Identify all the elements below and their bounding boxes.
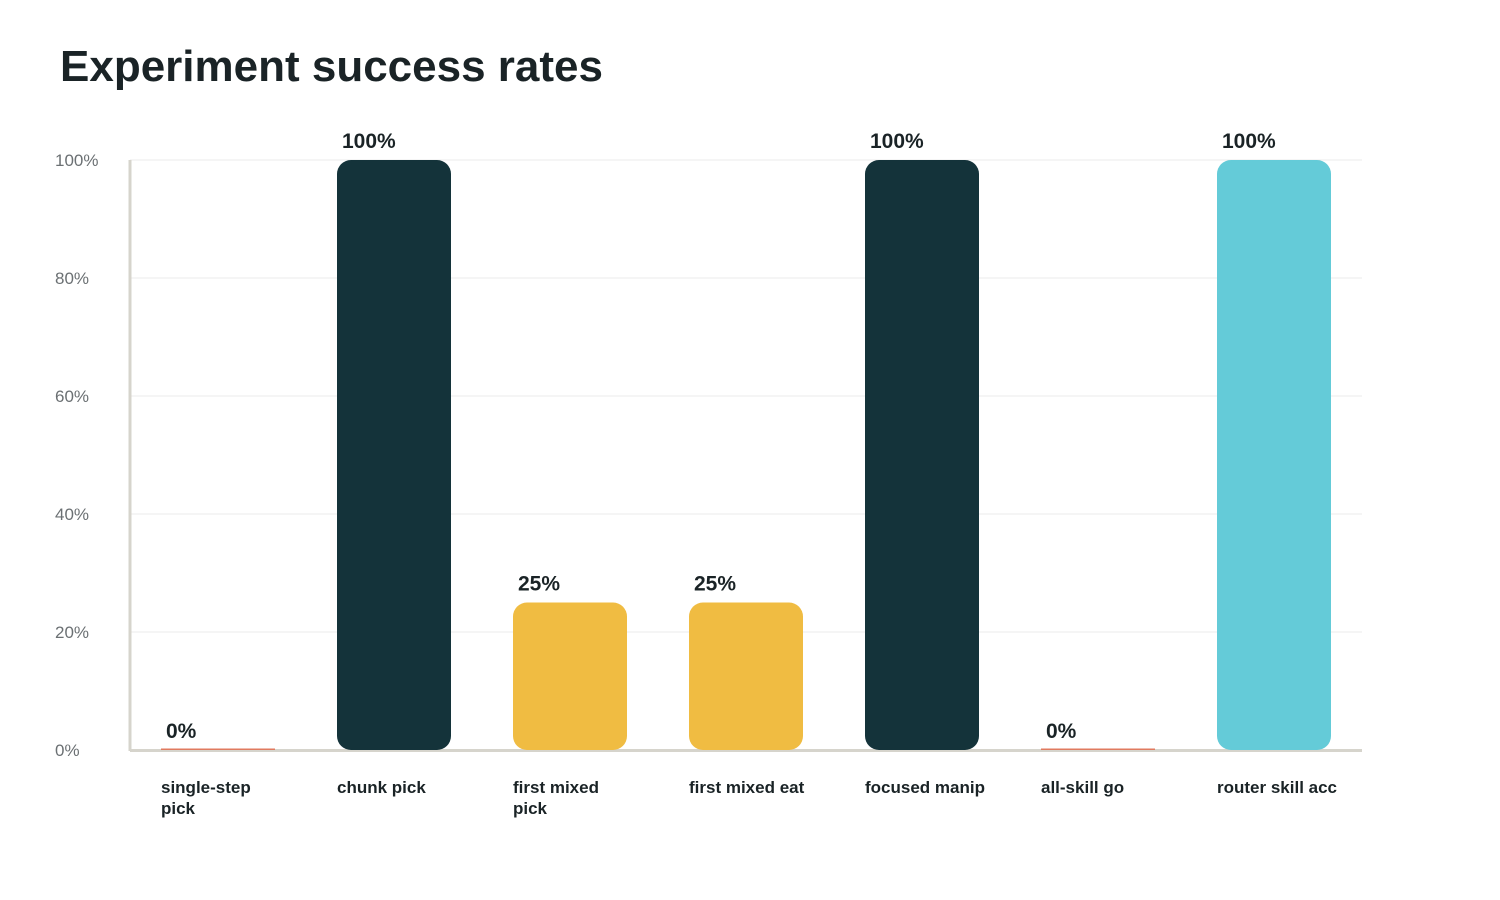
x-tick-label: router skill acc <box>1217 778 1337 797</box>
data-label: 25% <box>694 573 736 596</box>
bar <box>689 602 803 750</box>
bar <box>337 160 451 750</box>
bars <box>161 160 1331 750</box>
data-label: 100% <box>1222 130 1276 153</box>
data-label: 25% <box>518 573 560 596</box>
y-tick-label: 60% <box>55 387 89 406</box>
data-label: 0% <box>166 720 197 743</box>
x-tick-label: focused manip <box>865 778 985 797</box>
data-label: 0% <box>1046 720 1077 743</box>
y-tick-label: 20% <box>55 623 89 642</box>
bar <box>161 748 275 750</box>
bar <box>865 160 979 750</box>
x-tick-label: first mixed eat <box>689 778 805 797</box>
y-tick-label: 40% <box>55 505 89 524</box>
x-tick-label: chunk pick <box>337 778 426 797</box>
labels: 0% 20% 40% 60% 80% 100% 0% single-step pick 100% c… <box>55 130 1337 818</box>
bar <box>1041 748 1155 750</box>
chart-title: Experiment success rates <box>60 42 603 91</box>
data-label: 100% <box>342 130 396 153</box>
x-tick-label: first mixed pick <box>513 778 599 818</box>
y-tick-label: 80% <box>55 269 89 288</box>
gridlines <box>130 159 1362 633</box>
y-tick-label: 100% <box>55 151 98 170</box>
x-tick-label: single-step pick <box>161 778 251 818</box>
bar <box>513 602 627 750</box>
data-label: 100% <box>870 130 924 153</box>
y-tick-label: 0% <box>55 741 80 760</box>
bar <box>1217 160 1331 750</box>
axes <box>128 160 1362 752</box>
x-tick-label: all-skill go <box>1041 778 1124 797</box>
